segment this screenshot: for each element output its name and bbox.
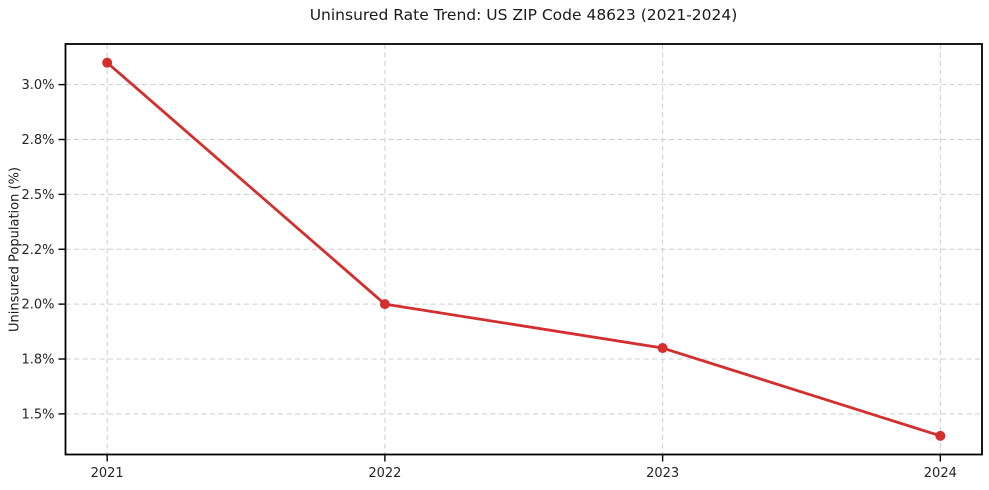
trend-line (105, 61, 942, 438)
x-tick-label: 2022 (368, 466, 401, 481)
data-point (379, 299, 390, 310)
y-tick-label: 2.0% (21, 298, 54, 313)
x-tick-label: 2024 (924, 466, 957, 481)
y-tick-label: 3.0% (21, 78, 54, 93)
data-point (657, 343, 668, 354)
data-point (935, 430, 946, 441)
y-tick-label: 2.8% (21, 133, 54, 148)
x-tick-label: 2023 (646, 466, 679, 481)
y-tick-label: 1.8% (21, 353, 54, 368)
chart-title: Uninsured Rate Trend: US ZIP Code 48623 … (309, 6, 738, 24)
data-point (102, 57, 113, 68)
y-tick-label: 2.2% (21, 243, 54, 258)
y-tick-label: 1.5% (21, 407, 54, 422)
y-tick-label: 2.5% (21, 188, 54, 203)
x-tick-label: 2021 (91, 466, 124, 481)
